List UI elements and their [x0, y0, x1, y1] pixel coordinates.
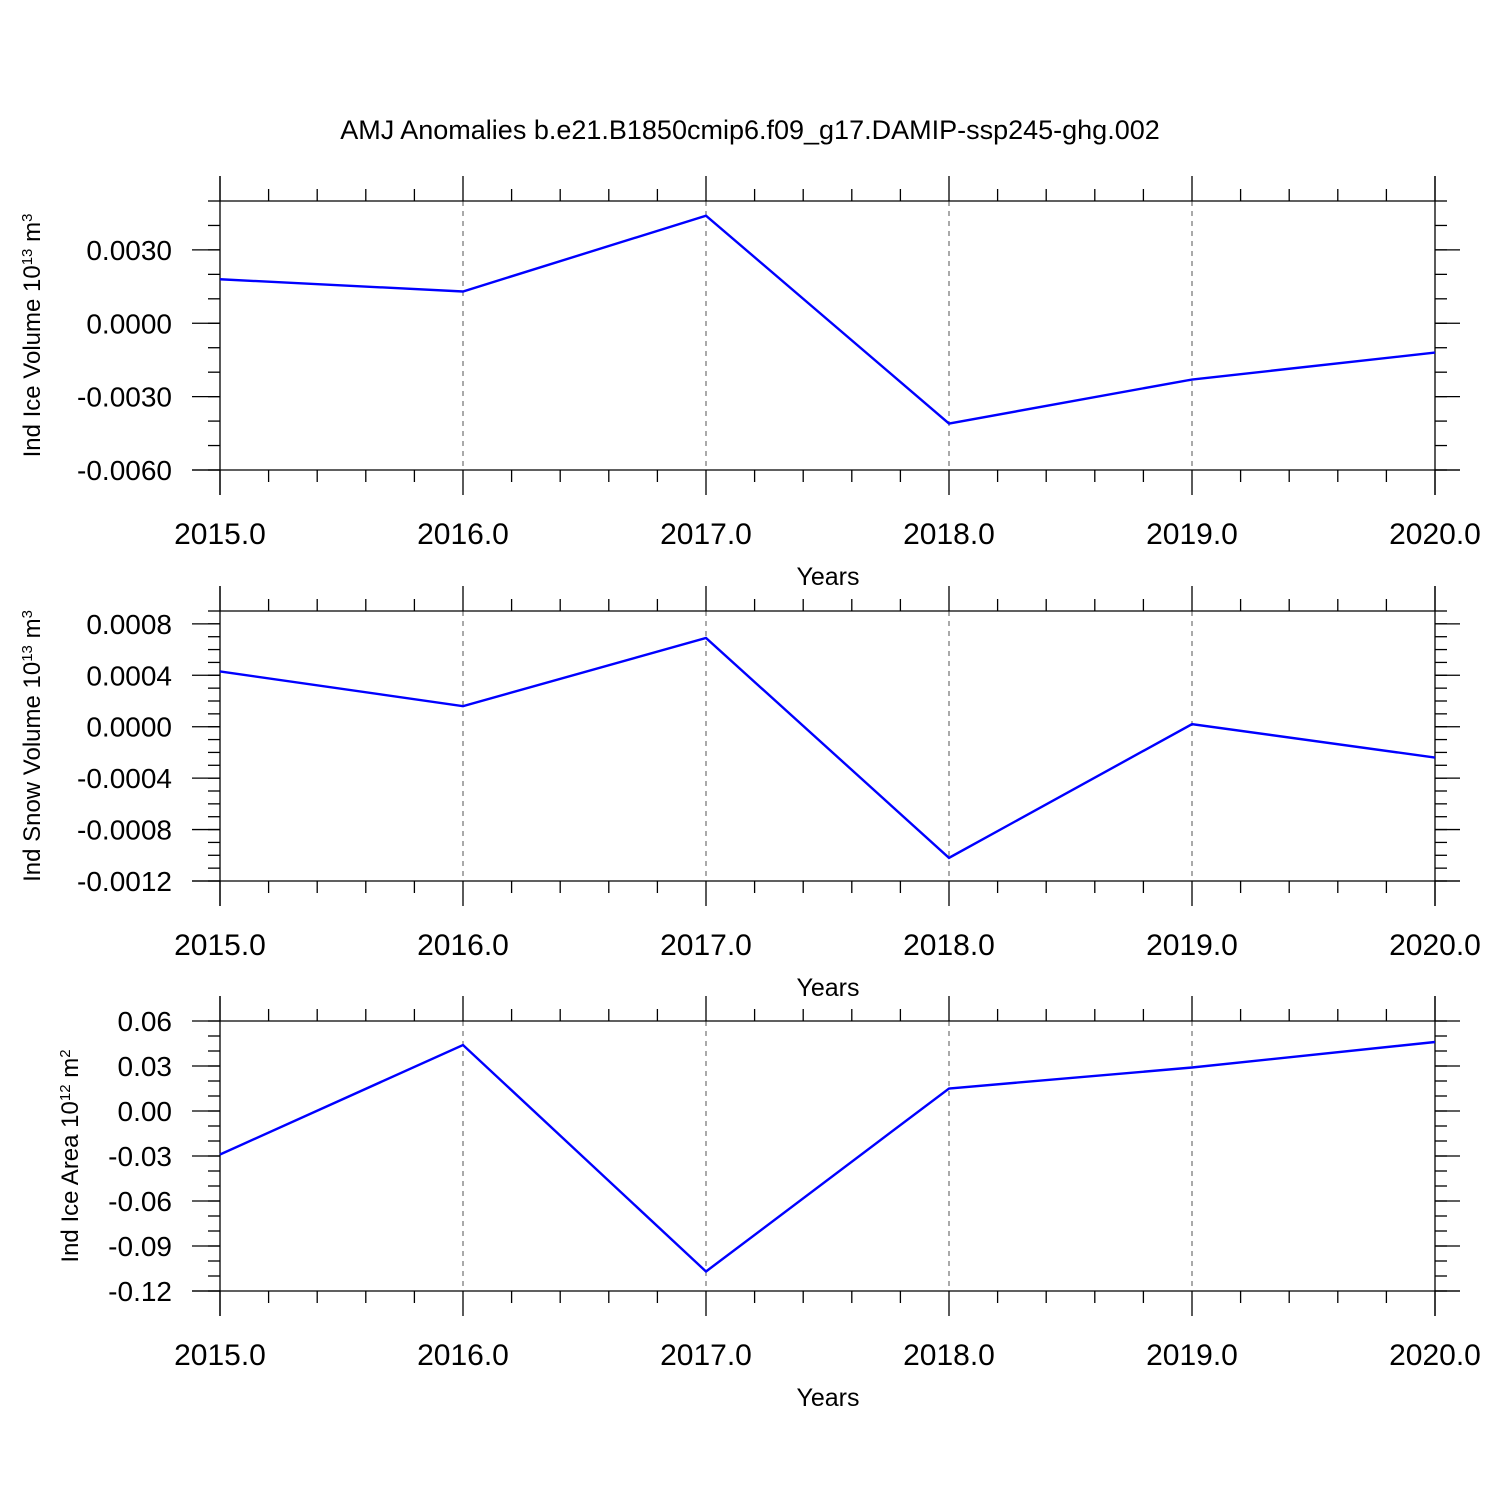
panel-2: 2015.0 2016.0 2017.0 2018.0 2019.0 2020.0 0.00…: [19, 586, 1481, 1002]
x-tick-label: 2019.0: [1146, 518, 1238, 551]
y-tick-label: -0.03: [108, 1141, 172, 1172]
y-axis-label-superscript: 3: [19, 610, 36, 618]
x-tick-label: 2020.0: [1389, 1339, 1481, 1372]
y-tick-label: 0.06: [118, 1006, 173, 1037]
data-line: [219, 1040, 1436, 1274]
y-axis-label: Ind Ice Volume 1013 m3: [19, 214, 47, 458]
y-axis-label-superscript: 2: [57, 1049, 74, 1057]
y-tick-label: 0.03: [118, 1051, 173, 1082]
y-axis-label-part: m: [19, 222, 46, 249]
x-tick-label: 2020.0: [1389, 518, 1481, 551]
data-line: [219, 214, 1436, 425]
chart-title: AMJ Anomalies b.e21.B1850cmip6.f09_g17.D…: [340, 115, 1160, 145]
x-tick-label: 2019.0: [1146, 929, 1238, 962]
data-line: [219, 636, 1436, 860]
y-tick-label: -0.09: [108, 1231, 172, 1262]
y-tick-label: -0.0030: [77, 382, 172, 413]
y-tick-label: 0.0004: [86, 660, 172, 691]
y-tick-label: 0.0000: [86, 308, 172, 339]
y-axis-label: Ind Ice Area 1012 m2: [57, 1049, 85, 1262]
y-tick-label: -0.0060: [77, 455, 172, 486]
y-axis-label-part: Ind Ice Area 10: [57, 1101, 84, 1262]
panel-3: 2015.0 2016.0 2017.0 2018.0 2019.0 2020.0 0.06…: [57, 996, 1481, 1412]
y-axis-label-superscript: 13: [19, 645, 36, 662]
y-tick-label: -0.12: [108, 1276, 172, 1307]
x-tick-label: 2016.0: [417, 1339, 509, 1372]
y-axis-label-part: Ind Ice Volume 10: [19, 265, 46, 457]
y-tick-label: -0.0004: [77, 763, 172, 794]
x-tick-label: 2015.0: [174, 518, 266, 551]
x-tick-label: 2016.0: [417, 518, 509, 551]
x-axis-label: Years: [796, 563, 859, 591]
x-tick-label: 2019.0: [1146, 1339, 1238, 1372]
x-tick-label: 2020.0: [1389, 929, 1481, 962]
y-axis-label-part: m: [19, 618, 46, 645]
x-tick-label: 2015.0: [174, 1339, 266, 1372]
y-axis-label: Ind Snow Volume 1013 m3: [19, 610, 47, 882]
y-tick-label: -0.0008: [77, 815, 172, 846]
x-tick-label: 2017.0: [660, 518, 752, 551]
x-axis-label: Years: [796, 1384, 859, 1412]
x-tick-label: 2015.0: [174, 929, 266, 962]
panel-1: 2015.0 2016.0 2017.0 2018.0 2019.0 2020.0 0.00…: [19, 176, 1481, 591]
y-tick-label: 0.0030: [86, 235, 172, 266]
y-axis-label-superscript: 12: [57, 1084, 74, 1101]
y-tick-label: 0.00: [118, 1096, 173, 1127]
y-axis-label-superscript: 13: [19, 249, 36, 266]
x-tick-label: 2016.0: [417, 929, 509, 962]
x-tick-label: 2018.0: [903, 518, 995, 551]
y-tick-label: 0.0008: [86, 609, 172, 640]
x-tick-label: 2018.0: [903, 929, 995, 962]
x-tick-label: 2017.0: [660, 929, 752, 962]
x-tick-label: 2018.0: [903, 1339, 995, 1372]
y-axis-label-part: m: [57, 1058, 84, 1085]
x-axis-label: Years: [796, 974, 859, 1002]
x-tick-label: 2017.0: [660, 1339, 752, 1372]
y-axis-label-superscript: 3: [19, 214, 36, 222]
y-tick-label: -0.06: [108, 1186, 172, 1217]
y-axis-label-part: Ind Snow Volume 10: [19, 662, 46, 882]
y-tick-label: -0.0012: [77, 866, 172, 897]
y-tick-label: 0.0000: [86, 712, 172, 743]
